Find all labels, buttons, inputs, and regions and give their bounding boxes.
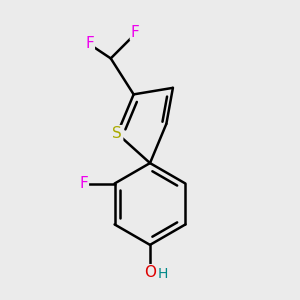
Text: F: F (131, 25, 140, 40)
Text: F: F (85, 36, 94, 51)
Text: S: S (112, 126, 122, 141)
Text: O: O (144, 265, 156, 280)
Text: F: F (79, 176, 88, 191)
Text: H: H (157, 267, 168, 281)
